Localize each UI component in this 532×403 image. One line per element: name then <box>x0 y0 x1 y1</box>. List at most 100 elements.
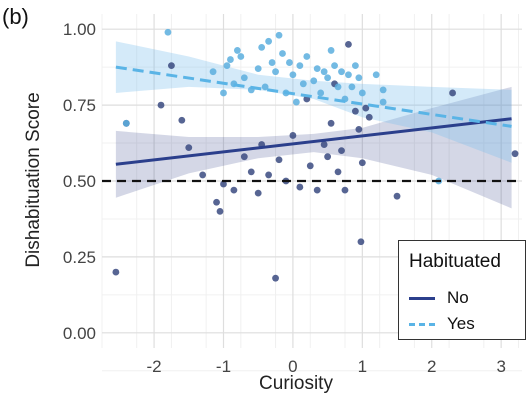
point-yes <box>292 98 300 106</box>
point-no <box>324 153 332 161</box>
point-yes <box>254 65 262 73</box>
point-no <box>216 207 224 215</box>
point-no <box>272 274 279 282</box>
point-yes <box>351 62 359 70</box>
point-yes <box>355 74 363 82</box>
x-tick-label: 2 <box>427 357 436 376</box>
y-tick-label: 1.00 <box>63 20 96 39</box>
fit-line-no <box>115 117 512 166</box>
point-no <box>240 153 248 161</box>
point-yes <box>279 50 286 57</box>
point-yes <box>379 86 387 94</box>
point-yes <box>265 37 273 45</box>
y-axis-label: Dishabituation Score <box>23 92 44 268</box>
point-no <box>334 168 342 176</box>
point-yes <box>209 68 217 76</box>
point-no <box>275 156 283 164</box>
x-tick-label: 1 <box>358 357 367 376</box>
point-no <box>357 238 365 246</box>
x-tick-label: -2 <box>147 357 162 376</box>
point-no <box>213 198 220 206</box>
point-no <box>185 144 193 152</box>
point-yes <box>227 56 234 63</box>
point-no <box>220 180 227 188</box>
point-no <box>511 150 519 158</box>
point-yes <box>164 28 172 36</box>
point-yes <box>286 59 293 66</box>
point-yes <box>379 98 387 106</box>
point-no <box>341 186 349 194</box>
ci-band-no <box>115 86 512 209</box>
point-yes <box>317 89 325 97</box>
fit-line-yes <box>115 65 512 128</box>
x-tick-label: -1 <box>216 357 231 376</box>
point-yes <box>348 83 356 91</box>
x-tick-label: 3 <box>496 357 505 376</box>
point-yes <box>240 74 248 82</box>
point-no <box>112 268 120 276</box>
legend-label-no: No <box>447 288 469 307</box>
point-yes <box>334 83 342 91</box>
point-yes <box>275 31 283 39</box>
point-no <box>358 159 366 167</box>
point-no <box>313 186 321 194</box>
point-no <box>449 89 456 97</box>
y-tick-label: 0.50 <box>63 172 96 191</box>
point-no <box>168 62 175 70</box>
point-no <box>296 183 304 191</box>
point-no <box>338 147 345 155</box>
y-tick-label: 0.00 <box>63 324 96 343</box>
point-no <box>393 192 401 200</box>
point-yes <box>338 68 345 76</box>
legend-swatch-yes <box>409 322 435 326</box>
x-tick-label: 0 <box>288 357 297 376</box>
panel-label: (b) <box>2 4 29 29</box>
legend-item-no: No <box>409 287 469 309</box>
point-yes <box>237 53 245 60</box>
point-yes <box>320 68 328 76</box>
point-yes <box>258 44 266 51</box>
point-no <box>320 141 328 148</box>
point-yes <box>272 68 279 76</box>
point-no <box>247 168 255 176</box>
point-yes <box>289 71 297 79</box>
point-yes <box>223 62 231 70</box>
x-axis-label: Curiosity <box>259 373 333 394</box>
point-yes <box>261 83 269 91</box>
point-yes <box>299 80 307 88</box>
point-no <box>199 171 207 179</box>
point-no <box>289 132 297 139</box>
point-yes <box>268 59 276 66</box>
point-yes <box>122 119 130 127</box>
legend-label-yes: Yes <box>447 314 475 333</box>
point-yes <box>310 77 318 85</box>
point-no <box>327 119 335 127</box>
point-yes <box>233 47 241 54</box>
point-no <box>351 107 359 115</box>
point-no <box>265 171 273 179</box>
point-no <box>365 113 373 121</box>
point-yes <box>345 71 352 79</box>
legend-item-yes: Yes <box>409 313 475 335</box>
point-yes <box>331 62 338 70</box>
y-tick-label: 0.25 <box>63 248 96 267</box>
point-yes <box>372 71 380 79</box>
point-yes <box>358 89 366 97</box>
point-no <box>345 40 352 48</box>
point-no <box>355 125 363 133</box>
point-no <box>230 186 238 194</box>
legend-title: Habituated <box>409 251 501 272</box>
point-yes <box>220 89 227 97</box>
y-tick-label: 0.75 <box>63 96 96 115</box>
legend: Habituated No Yes <box>398 240 526 340</box>
point-no <box>178 116 186 124</box>
point-no <box>254 189 262 197</box>
point-no <box>157 101 165 109</box>
point-yes <box>324 74 332 82</box>
point-yes <box>296 62 304 70</box>
point-no <box>306 162 314 170</box>
point-yes <box>313 65 321 73</box>
point-yes <box>327 47 335 54</box>
point-yes <box>303 53 311 60</box>
